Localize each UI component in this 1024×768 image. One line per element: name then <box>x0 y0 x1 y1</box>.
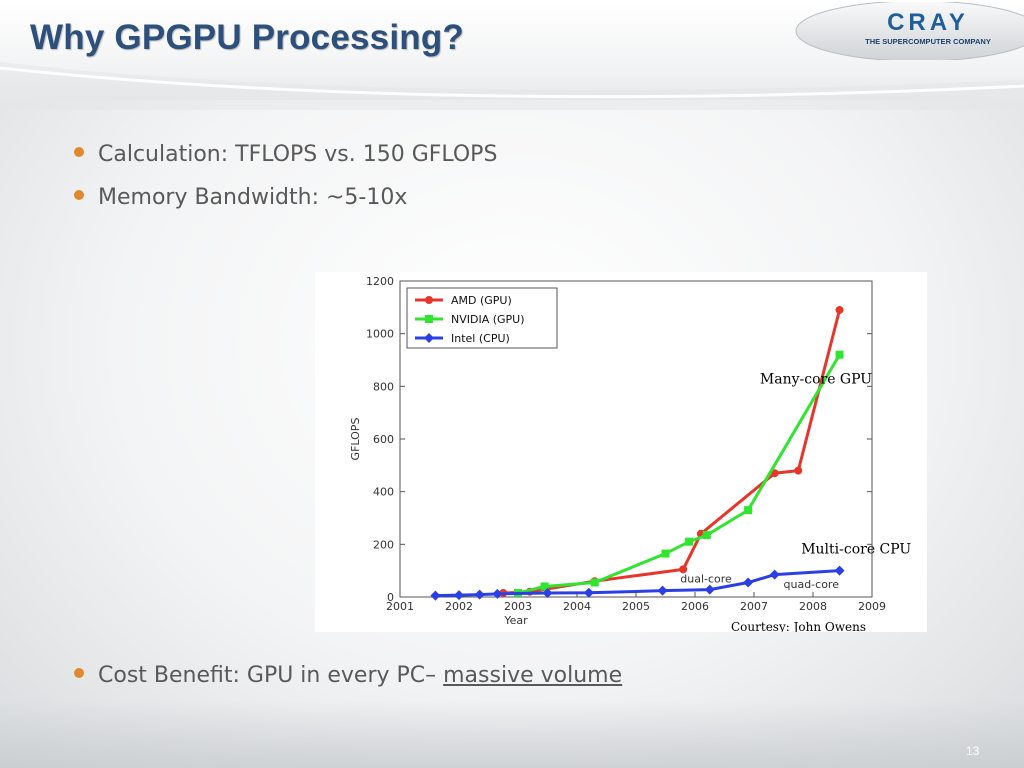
cray-logo: CRAY THE SUPERCOMPUTER COMPANY <box>795 2 1024 60</box>
x-tick-label: 2001 <box>386 600 414 613</box>
page-number: 13 <box>966 744 980 758</box>
slide-title: Why GPGPU Processing? <box>30 18 465 57</box>
data-point <box>474 589 485 600</box>
x-tick-label: 2008 <box>799 600 827 613</box>
chart-panel: 0 200 400 600 800 1000 1200 2001 2002 2003 2004 200… <box>315 272 927 634</box>
y-tick-label: 0 <box>387 591 394 604</box>
y-tick-label: 1000 <box>366 328 394 341</box>
data-point <box>540 582 549 591</box>
header-swoosh <box>0 62 1024 110</box>
gflops-chart: 0 200 400 600 800 1000 1200 2001 2002 2003 2004 200… <box>349 275 911 634</box>
data-point <box>794 466 803 475</box>
data-point <box>704 584 715 595</box>
data-point <box>424 333 434 343</box>
y-tick-label: 200 <box>373 538 394 551</box>
legend-label: Intel (CPU) <box>451 332 510 345</box>
data-point <box>835 305 844 314</box>
data-point <box>685 537 694 546</box>
data-point <box>835 350 844 359</box>
bullet-text: Calculation: TFLOPS vs. 150 GFLOPS <box>98 142 498 167</box>
chart-annotation: Many-core GPU <box>760 372 872 388</box>
bullet-text: Memory Bandwidth: ~5-10x <box>98 185 408 210</box>
bullet-dot-icon <box>74 190 84 200</box>
y-tick-label: 800 <box>373 380 394 393</box>
series-line <box>517 353 841 595</box>
data-point <box>542 588 553 599</box>
y-tick-label: 1200 <box>366 275 394 288</box>
x-axis-label: Year <box>503 614 528 627</box>
x-tick-label: 2002 <box>445 600 473 613</box>
data-point <box>492 588 503 599</box>
massive-volume-link[interactable]: massive volume <box>443 663 623 688</box>
data-point <box>743 577 754 588</box>
x-tick-label: 2009 <box>858 600 886 613</box>
data-point <box>454 590 464 601</box>
bullet-item: Memory Bandwidth: ~5-10x <box>74 185 407 210</box>
data-point <box>657 585 668 596</box>
bullet-item: Calculation: TFLOPS vs. 150 GFLOPS <box>74 142 497 167</box>
bullet-item: Cost Benefit: GPU in every PC– massive v… <box>74 663 622 688</box>
chart-annotation: Multi-core CPU <box>801 542 911 558</box>
bullet-text: Cost Benefit: GPU in every PC– <box>98 663 444 688</box>
footer-glow <box>0 700 1024 768</box>
y-axis-label: GFLOPS <box>349 418 362 461</box>
legend-label: NVIDIA (GPU) <box>451 313 525 326</box>
x-tick-label: 2005 <box>622 600 650 613</box>
logo-tagline: THE SUPERCOMPUTER COMPANY <box>865 37 991 46</box>
data-point <box>744 506 753 515</box>
x-tick-label: 2006 <box>681 600 709 613</box>
data-point <box>583 587 594 598</box>
data-point <box>425 315 433 323</box>
data-point <box>769 569 780 580</box>
data-point <box>834 565 845 576</box>
y-tick-label: 400 <box>373 486 394 499</box>
bullet-dot-icon <box>74 147 84 157</box>
chart-annotation: quad-core <box>784 578 840 591</box>
bullet-dot-icon <box>74 668 84 678</box>
x-tick-label: 2004 <box>563 600 591 613</box>
data-point <box>590 578 599 587</box>
x-tick-label: 2003 <box>504 600 532 613</box>
data-point <box>425 296 433 304</box>
data-point <box>430 590 441 601</box>
y-tick-label: 600 <box>373 433 394 446</box>
x-tick-label: 2007 <box>740 600 768 613</box>
chart-credit: Courtesy: John Owens <box>731 620 866 632</box>
chart-annotation: dual-core <box>680 573 732 586</box>
data-point <box>661 549 670 558</box>
legend-label: AMD (GPU) <box>451 294 512 307</box>
logo-wordmark: CRAY <box>887 9 969 36</box>
data-point <box>702 531 711 540</box>
data-point <box>679 565 688 574</box>
